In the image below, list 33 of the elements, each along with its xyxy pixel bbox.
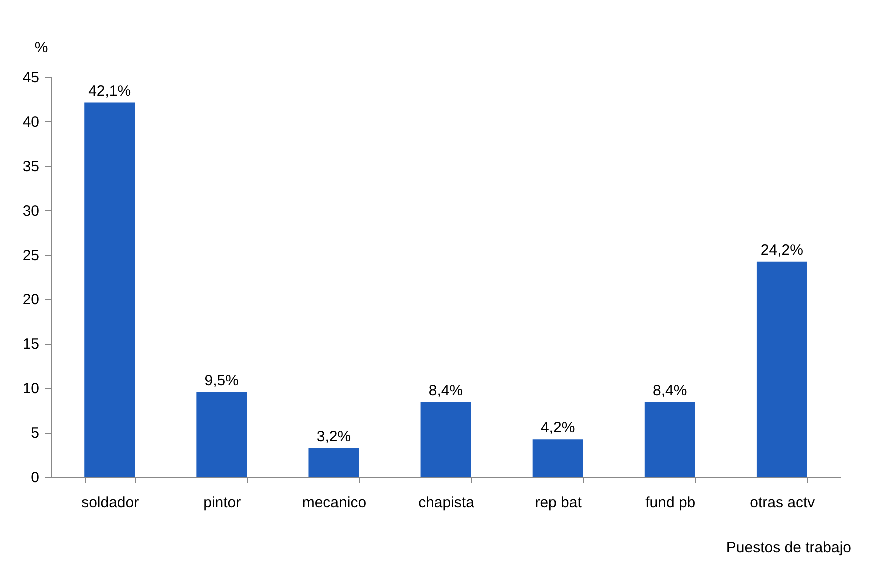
bar <box>756 262 808 477</box>
x-tick-label: chapista <box>418 494 476 512</box>
data-label: 4,2% <box>540 420 576 437</box>
y-tick-label: 15 <box>22 336 40 354</box>
x-tick-label: pintor <box>204 494 242 512</box>
bar <box>532 440 584 477</box>
bar <box>308 448 360 477</box>
y-tick-label: 45 <box>22 70 40 86</box>
x-tick-label: rep bat <box>535 494 583 512</box>
bar <box>84 102 136 477</box>
y-axis-title: % <box>34 40 48 56</box>
y-tick-label: 40 <box>22 114 40 131</box>
data-label: 3,2% <box>316 428 352 446</box>
data-label: 42,1% <box>88 82 132 100</box>
bar <box>196 392 248 477</box>
y-tick-label: 35 <box>22 158 40 176</box>
data-label: 9,5% <box>204 372 239 390</box>
x-tick-label: soldador <box>82 494 140 512</box>
x-tick-label: fund pb <box>646 494 696 512</box>
y-tick-label: 30 <box>22 202 40 220</box>
data-label: 8,4% <box>428 382 464 400</box>
x-tick-label: otras actv <box>750 494 816 512</box>
y-tick-label: 10 <box>22 380 40 398</box>
data-label: 8,4% <box>653 382 688 400</box>
bar <box>644 402 696 477</box>
y-tick-label: 0 <box>31 470 40 486</box>
data-label: 24,2% <box>760 242 804 259</box>
y-tick-label: 25 <box>22 247 40 264</box>
x-tick-label: mecanico <box>302 494 367 512</box>
bar <box>420 402 472 477</box>
y-tick-label: 20 <box>22 292 40 309</box>
x-axis-title: Puestos de trabajo <box>726 540 852 556</box>
y-tick-label: 5 <box>31 425 40 442</box>
